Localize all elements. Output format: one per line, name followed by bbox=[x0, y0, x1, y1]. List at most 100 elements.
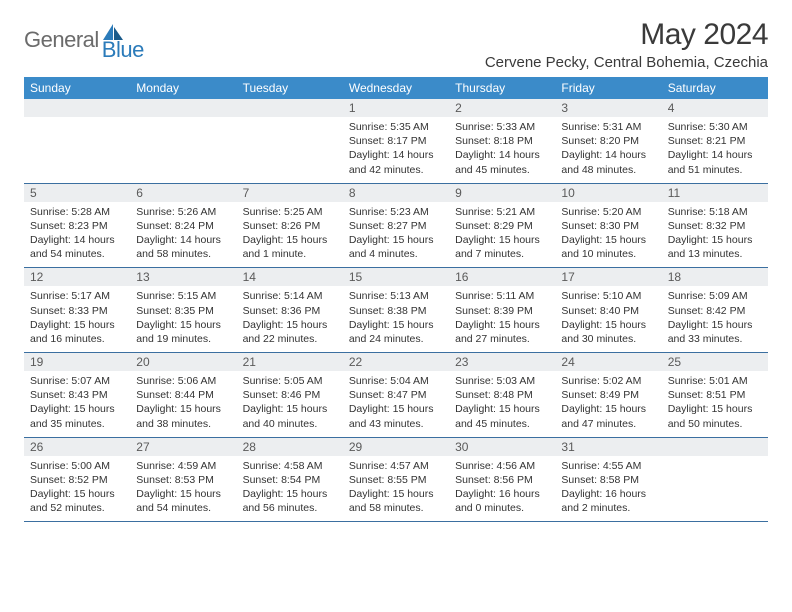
day-number-cell: 30 bbox=[449, 437, 555, 456]
sunset-text: Sunset: 8:52 PM bbox=[30, 473, 124, 487]
day-content-cell: Sunrise: 5:00 AMSunset: 8:52 PMDaylight:… bbox=[24, 456, 130, 522]
daylight-text: Daylight: 15 hours and 13 minutes. bbox=[668, 233, 762, 261]
sunset-text: Sunset: 8:56 PM bbox=[455, 473, 549, 487]
day-content-cell: Sunrise: 5:25 AMSunset: 8:26 PMDaylight:… bbox=[237, 202, 343, 268]
title-block: May 2024 Cervene Pecky, Central Bohemia,… bbox=[485, 18, 768, 71]
sunset-text: Sunset: 8:46 PM bbox=[243, 388, 337, 402]
sunrise-text: Sunrise: 4:57 AM bbox=[349, 459, 443, 473]
sunset-text: Sunset: 8:53 PM bbox=[136, 473, 230, 487]
sunset-text: Sunset: 8:47 PM bbox=[349, 388, 443, 402]
sunrise-text: Sunrise: 5:28 AM bbox=[30, 205, 124, 219]
day-content-row: Sunrise: 5:35 AMSunset: 8:17 PMDaylight:… bbox=[24, 117, 768, 183]
day-number-cell: 7 bbox=[237, 183, 343, 202]
day-number-cell: 14 bbox=[237, 268, 343, 287]
daylight-text: Daylight: 15 hours and 4 minutes. bbox=[349, 233, 443, 261]
sunset-text: Sunset: 8:49 PM bbox=[561, 388, 655, 402]
day-number-cell: 24 bbox=[555, 353, 661, 372]
day-content-cell: Sunrise: 5:02 AMSunset: 8:49 PMDaylight:… bbox=[555, 371, 661, 437]
day-content-cell: Sunrise: 5:33 AMSunset: 8:18 PMDaylight:… bbox=[449, 117, 555, 183]
day-content-cell: Sunrise: 5:07 AMSunset: 8:43 PMDaylight:… bbox=[24, 371, 130, 437]
day-number-cell: 6 bbox=[130, 183, 236, 202]
day-number-cell: 17 bbox=[555, 268, 661, 287]
day-number-row: 19202122232425 bbox=[24, 353, 768, 372]
daylight-text: Daylight: 14 hours and 48 minutes. bbox=[561, 148, 655, 176]
day-content-cell bbox=[24, 117, 130, 183]
sunrise-text: Sunrise: 5:03 AM bbox=[455, 374, 549, 388]
header: General Blue May 2024 Cervene Pecky, Cen… bbox=[24, 18, 768, 71]
sunset-text: Sunset: 8:38 PM bbox=[349, 304, 443, 318]
sunrise-text: Sunrise: 5:09 AM bbox=[668, 289, 762, 303]
sunset-text: Sunset: 8:44 PM bbox=[136, 388, 230, 402]
day-content-cell: Sunrise: 5:04 AMSunset: 8:47 PMDaylight:… bbox=[343, 371, 449, 437]
day-content-cell: Sunrise: 5:11 AMSunset: 8:39 PMDaylight:… bbox=[449, 286, 555, 352]
sunrise-text: Sunrise: 5:11 AM bbox=[455, 289, 549, 303]
day-content-cell bbox=[130, 117, 236, 183]
sunset-text: Sunset: 8:21 PM bbox=[668, 134, 762, 148]
daylight-text: Daylight: 15 hours and 54 minutes. bbox=[136, 487, 230, 515]
day-number-cell: 3 bbox=[555, 99, 661, 117]
sunset-text: Sunset: 8:33 PM bbox=[30, 304, 124, 318]
sunrise-text: Sunrise: 5:06 AM bbox=[136, 374, 230, 388]
sunrise-text: Sunrise: 5:14 AM bbox=[243, 289, 337, 303]
weekday-header: Sunday bbox=[24, 77, 130, 99]
day-content-row: Sunrise: 5:07 AMSunset: 8:43 PMDaylight:… bbox=[24, 371, 768, 437]
weekday-header: Wednesday bbox=[343, 77, 449, 99]
daylight-text: Daylight: 15 hours and 10 minutes. bbox=[561, 233, 655, 261]
day-content-cell: Sunrise: 5:01 AMSunset: 8:51 PMDaylight:… bbox=[662, 371, 768, 437]
sunrise-text: Sunrise: 5:13 AM bbox=[349, 289, 443, 303]
day-number-cell: 25 bbox=[662, 353, 768, 372]
sunrise-text: Sunrise: 5:26 AM bbox=[136, 205, 230, 219]
day-number-row: 12131415161718 bbox=[24, 268, 768, 287]
sunset-text: Sunset: 8:18 PM bbox=[455, 134, 549, 148]
sunset-text: Sunset: 8:48 PM bbox=[455, 388, 549, 402]
day-content-cell: Sunrise: 5:26 AMSunset: 8:24 PMDaylight:… bbox=[130, 202, 236, 268]
sunset-text: Sunset: 8:24 PM bbox=[136, 219, 230, 233]
month-title: May 2024 bbox=[485, 18, 768, 52]
daylight-text: Daylight: 14 hours and 45 minutes. bbox=[455, 148, 549, 176]
day-content-cell: Sunrise: 5:21 AMSunset: 8:29 PMDaylight:… bbox=[449, 202, 555, 268]
day-number-cell: 4 bbox=[662, 99, 768, 117]
day-content-cell: Sunrise: 5:31 AMSunset: 8:20 PMDaylight:… bbox=[555, 117, 661, 183]
day-number-cell: 13 bbox=[130, 268, 236, 287]
daylight-text: Daylight: 14 hours and 42 minutes. bbox=[349, 148, 443, 176]
sunrise-text: Sunrise: 5:05 AM bbox=[243, 374, 337, 388]
sunrise-text: Sunrise: 4:55 AM bbox=[561, 459, 655, 473]
daylight-text: Daylight: 15 hours and 56 minutes. bbox=[243, 487, 337, 515]
daylight-text: Daylight: 15 hours and 45 minutes. bbox=[455, 402, 549, 430]
day-content-cell: Sunrise: 5:15 AMSunset: 8:35 PMDaylight:… bbox=[130, 286, 236, 352]
day-number-cell bbox=[237, 99, 343, 117]
sunrise-text: Sunrise: 5:35 AM bbox=[349, 120, 443, 134]
day-number-cell: 1 bbox=[343, 99, 449, 117]
weekday-header-row: SundayMondayTuesdayWednesdayThursdayFrid… bbox=[24, 77, 768, 99]
day-content-cell: Sunrise: 4:56 AMSunset: 8:56 PMDaylight:… bbox=[449, 456, 555, 522]
daylight-text: Daylight: 15 hours and 35 minutes. bbox=[30, 402, 124, 430]
sunrise-text: Sunrise: 5:21 AM bbox=[455, 205, 549, 219]
day-number-cell: 18 bbox=[662, 268, 768, 287]
day-content-cell: Sunrise: 5:06 AMSunset: 8:44 PMDaylight:… bbox=[130, 371, 236, 437]
day-number-cell: 8 bbox=[343, 183, 449, 202]
location-subtitle: Cervene Pecky, Central Bohemia, Czechia bbox=[485, 54, 768, 71]
day-number-cell: 5 bbox=[24, 183, 130, 202]
sunset-text: Sunset: 8:32 PM bbox=[668, 219, 762, 233]
day-number-cell: 12 bbox=[24, 268, 130, 287]
daylight-text: Daylight: 14 hours and 58 minutes. bbox=[136, 233, 230, 261]
day-content-cell: Sunrise: 5:03 AMSunset: 8:48 PMDaylight:… bbox=[449, 371, 555, 437]
daylight-text: Daylight: 14 hours and 54 minutes. bbox=[30, 233, 124, 261]
day-content-cell bbox=[662, 456, 768, 522]
day-content-cell: Sunrise: 5:09 AMSunset: 8:42 PMDaylight:… bbox=[662, 286, 768, 352]
day-number-cell: 20 bbox=[130, 353, 236, 372]
sunset-text: Sunset: 8:54 PM bbox=[243, 473, 337, 487]
sunrise-text: Sunrise: 5:04 AM bbox=[349, 374, 443, 388]
day-number-cell: 29 bbox=[343, 437, 449, 456]
day-content-cell: Sunrise: 4:55 AMSunset: 8:58 PMDaylight:… bbox=[555, 456, 661, 522]
day-content-cell: Sunrise: 5:20 AMSunset: 8:30 PMDaylight:… bbox=[555, 202, 661, 268]
sunset-text: Sunset: 8:39 PM bbox=[455, 304, 549, 318]
day-number-cell: 27 bbox=[130, 437, 236, 456]
day-number-cell bbox=[130, 99, 236, 117]
day-content-cell bbox=[237, 117, 343, 183]
day-content-row: Sunrise: 5:17 AMSunset: 8:33 PMDaylight:… bbox=[24, 286, 768, 352]
daylight-text: Daylight: 15 hours and 1 minute. bbox=[243, 233, 337, 261]
sunrise-text: Sunrise: 5:20 AM bbox=[561, 205, 655, 219]
sunrise-text: Sunrise: 5:15 AM bbox=[136, 289, 230, 303]
sunrise-text: Sunrise: 5:31 AM bbox=[561, 120, 655, 134]
